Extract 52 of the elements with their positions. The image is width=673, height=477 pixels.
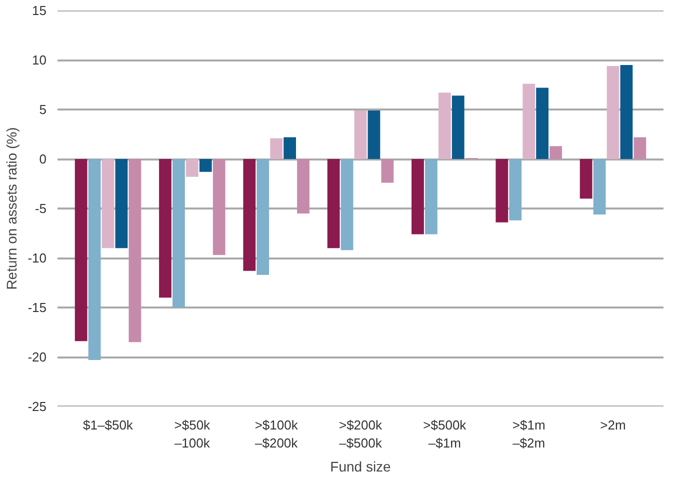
bar (88, 159, 101, 360)
x-tick-label: $1–$50k (83, 418, 134, 432)
x-tick-label: >$1m –$2m (512, 418, 546, 450)
x-tick-label: >$50k –100k (174, 418, 211, 450)
bar (368, 110, 380, 159)
y-axis-title: Return on assets ratio (%) (4, 127, 20, 290)
bar (634, 137, 646, 159)
y-tick-label: 5 (39, 102, 47, 117)
bar (212, 159, 226, 256)
bar (496, 159, 508, 222)
y-tick-label: -10 (28, 250, 47, 266)
bar (425, 159, 438, 234)
bar (580, 159, 592, 199)
bar (256, 159, 270, 275)
bar (327, 159, 340, 248)
y-tick-label: -20 (28, 350, 47, 364)
bar (128, 159, 142, 342)
x-tick-label: >$200k –$500k (338, 418, 383, 450)
bar (452, 96, 464, 159)
y-tick-label: 10 (32, 52, 47, 68)
x-tick-label: >2m (600, 418, 626, 432)
bar (593, 159, 606, 214)
bar (284, 137, 296, 159)
bar (550, 146, 562, 159)
x-tick-label: >$500k –$1m (423, 418, 467, 450)
bar (115, 159, 128, 248)
y-tick-label: -25 (28, 399, 47, 414)
bar (172, 159, 185, 308)
bar (186, 159, 198, 177)
bar (199, 159, 212, 172)
bar (620, 64, 633, 159)
bar (438, 92, 451, 159)
bar (509, 159, 522, 220)
bar (297, 159, 310, 214)
y-tick-label: -15 (28, 300, 47, 315)
y-tick-label: -5 (34, 201, 47, 216)
bar (606, 66, 620, 159)
bar (270, 138, 283, 159)
bar (102, 159, 114, 248)
x-axis-title: Fund size (330, 458, 392, 474)
bar (340, 159, 354, 250)
bar (412, 159, 424, 234)
bar (74, 159, 88, 342)
bar (243, 159, 256, 271)
y-tick-label: 0 (39, 152, 47, 166)
bar (381, 159, 394, 183)
bar (354, 110, 367, 159)
y-tick-label: 15 (32, 3, 47, 18)
x-tick-label: >$100k –$200k (254, 418, 298, 450)
bar (536, 88, 548, 159)
bar (522, 84, 536, 159)
bar (159, 159, 172, 298)
